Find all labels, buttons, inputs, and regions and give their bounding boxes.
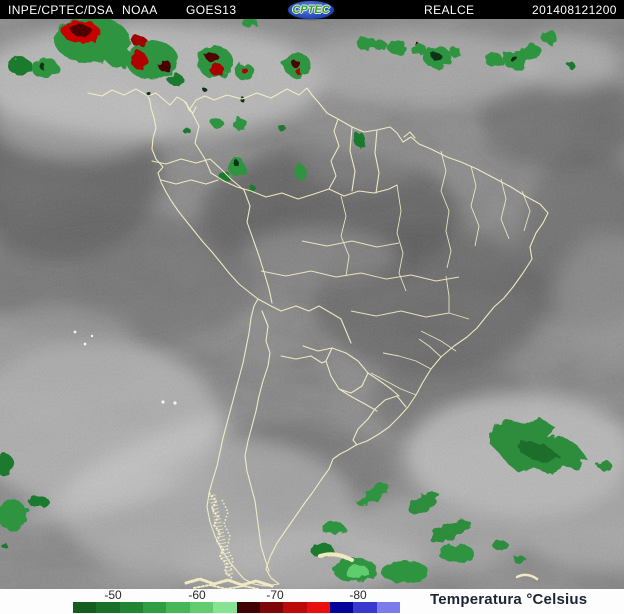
colorbar-segment <box>259 602 284 613</box>
brazil-state-borders <box>260 150 531 396</box>
colorbar-tick-label: -70 <box>266 588 284 602</box>
header-agency: NOAA <box>122 3 158 17</box>
colorbar-tick-label: -60 <box>188 588 206 602</box>
header-satellite: GOES13 <box>186 3 237 17</box>
colorbar-segment <box>189 602 214 613</box>
colorbar-segment <box>376 602 401 613</box>
colorbar-tick-label: -50 <box>104 588 122 602</box>
white-cloud-specks <box>73 330 177 405</box>
patagonia-fjord-speckles <box>208 492 234 579</box>
colorbar-segment <box>329 602 354 613</box>
colorbar-segment <box>143 602 167 613</box>
enhanced-cold-cloud-clusters <box>0 19 611 583</box>
colorbar-title: Temperatura °Celsius <box>430 591 588 608</box>
colorbar-segment <box>96 602 120 613</box>
colorbar-ticks: -50 -60 -70 -80 <box>0 588 624 602</box>
sensor-grain-texture <box>0 19 624 589</box>
cream-cold-cloud-speckles <box>184 552 539 589</box>
colorbar-segment <box>213 602 237 613</box>
country-borders <box>87 87 549 587</box>
colorbar-segment <box>306 602 330 613</box>
cptec-logo: CPTEC <box>288 1 334 19</box>
colorbar-segment <box>283 602 307 613</box>
header-product-label: REALCE <box>424 3 475 17</box>
colorbar-segments <box>73 602 401 613</box>
colorbar-segment <box>73 602 97 613</box>
colorbar-segment <box>166 602 190 613</box>
header-source: INPE/CPTEC/DSA <box>8 3 114 17</box>
colorbar-segment <box>119 602 144 613</box>
colorbar-segment <box>236 602 260 613</box>
satellite-map <box>0 19 624 589</box>
colorbar-strip: -50 -60 -70 -80 Temperatura °Celsius <box>0 588 624 614</box>
colorbar-tick-label: -80 <box>349 588 367 602</box>
cptec-logo-text: CPTEC <box>292 4 330 16</box>
colorbar-segment <box>353 602 377 613</box>
header-timestamp: 201408121200 <box>532 3 617 17</box>
satellite-ir-image <box>0 19 624 589</box>
